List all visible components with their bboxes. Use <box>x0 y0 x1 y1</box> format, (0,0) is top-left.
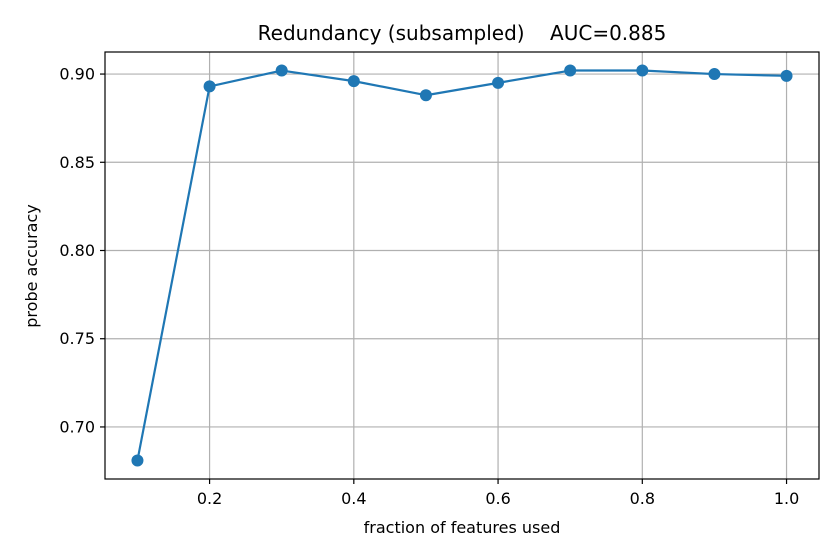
x-tick-label: 0.2 <box>197 489 222 508</box>
y-tick-label: 0.70 <box>59 417 95 436</box>
y-tick-label: 0.75 <box>59 329 95 348</box>
y-tick-label: 0.80 <box>59 241 95 260</box>
series-line <box>136 69 787 461</box>
data-point <box>780 69 793 82</box>
chart-title: Redundancy (subsampled) AUC=0.885 <box>258 21 667 45</box>
x-tick-label: 1.0 <box>774 489 799 508</box>
data-point <box>708 68 721 81</box>
x-tick-label: 0.8 <box>630 489 655 508</box>
data-point <box>636 64 649 77</box>
y-axis-label: probe accuracy <box>22 204 41 327</box>
x-tick-label: 0.6 <box>485 489 510 508</box>
series-layer <box>131 64 793 467</box>
data-point <box>347 75 360 88</box>
y-tick-label: 0.90 <box>59 65 95 84</box>
data-point <box>203 80 216 93</box>
data-point <box>131 454 144 467</box>
data-point <box>492 76 505 89</box>
data-point <box>564 64 577 77</box>
tick-layer: 0.2 0.4 0.6 0.8 1.0 0.70 0.75 0.80 0.85 0.90 <box>59 65 799 508</box>
plot-frame <box>104 51 820 480</box>
data-point <box>419 89 432 102</box>
x-axis-label: fraction of features used <box>364 518 561 537</box>
y-tick-label: 0.85 <box>59 153 95 172</box>
grid-layer <box>105 52 819 479</box>
data-point <box>275 64 288 77</box>
x-tick-label: 0.4 <box>341 489 366 508</box>
